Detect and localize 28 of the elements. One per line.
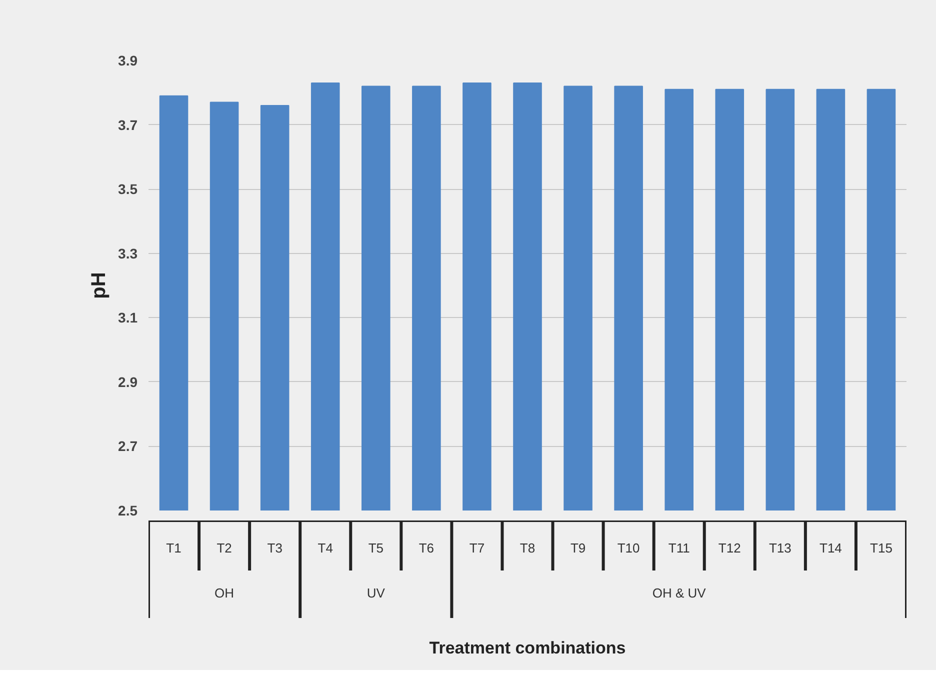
x-tick-label: T14 bbox=[820, 540, 842, 556]
x-tick-label: T13 bbox=[768, 540, 792, 556]
x-tick-label: T10 bbox=[617, 540, 640, 556]
x-tick-label: T9 bbox=[570, 540, 586, 556]
y-tick-label: 3.1 bbox=[118, 310, 138, 326]
x-tick-label: T4 bbox=[318, 540, 333, 556]
text: OH & UV bbox=[652, 586, 706, 600]
x-axis-title: Treatment combinations bbox=[429, 638, 626, 658]
y-tick-label: 2.7 bbox=[118, 438, 138, 454]
x-tick-label: T3 bbox=[267, 540, 282, 556]
x-tick-label: T8 bbox=[520, 540, 536, 556]
y-tick-label: 2.9 bbox=[118, 374, 138, 390]
y-tick-label: 3.9 bbox=[118, 52, 138, 68]
x-tick-label: T7 bbox=[469, 540, 485, 556]
y-tick-label: 2.5 bbox=[118, 502, 138, 518]
x-tick-label: T1 bbox=[166, 540, 182, 556]
x-tick-label: T5 bbox=[368, 540, 384, 556]
x-tick-label: T15 bbox=[870, 540, 892, 556]
x-tick-label: T11 bbox=[668, 540, 690, 556]
y-tick-label: 3.3 bbox=[118, 245, 138, 262]
x-tick-label: T6 bbox=[418, 540, 434, 556]
x-tick-label: T2 bbox=[216, 540, 232, 556]
y-tick-label: 3.7 bbox=[118, 116, 138, 133]
text: UV bbox=[366, 586, 386, 600]
y-tick-label: 3.5 bbox=[118, 181, 138, 198]
text: OH bbox=[214, 586, 234, 600]
x-tick-label: T12 bbox=[718, 540, 741, 556]
y-axis-title: pH bbox=[88, 272, 110, 299]
